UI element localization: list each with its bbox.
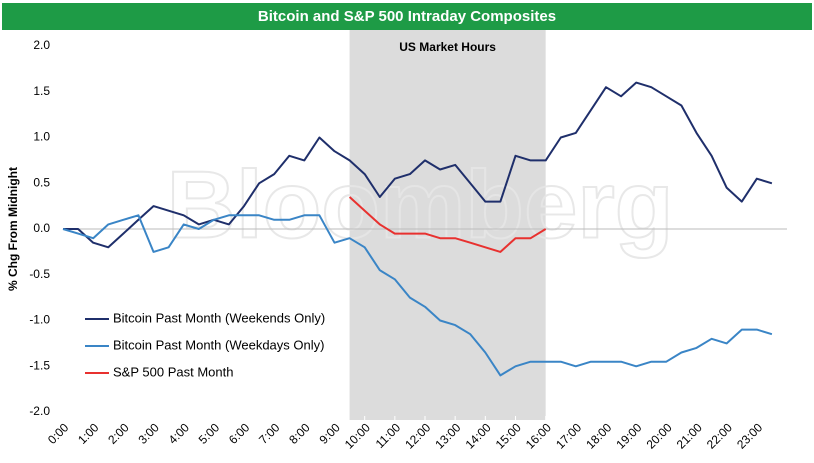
legend-label: Bitcoin Past Month (Weekdays Only) — [113, 337, 324, 352]
watermark: Bloomberg — [167, 151, 674, 258]
series-line — [62, 214, 773, 377]
y-axis-label: % Chg From Midnight — [6, 167, 20, 291]
title-banner — [2, 3, 812, 30]
y-tick-label: -1.5 — [29, 358, 50, 372]
y-tick-label: -2.0 — [29, 404, 50, 418]
series-line — [348, 196, 547, 253]
y-tick-label: 2.0 — [33, 38, 50, 52]
chart-title: Bitcoin and S&P 500 Intraday Composites — [258, 8, 556, 25]
y-tick-label: 1.5 — [33, 84, 50, 98]
legend-label: S&P 500 Past Month — [113, 364, 233, 379]
y-tick-label: 0.5 — [33, 175, 50, 189]
y-tick-label: -1.0 — [29, 313, 50, 327]
legend-label: Bitcoin Past Month (Weekends Only) — [113, 310, 325, 325]
y-tick-label: 1.0 — [33, 130, 50, 144]
annotation: US Market Hours — [399, 40, 496, 54]
series-line — [63, 81, 773, 249]
y-tick-label: 0.0 — [33, 221, 50, 235]
y-tick-label: -0.5 — [29, 267, 50, 281]
